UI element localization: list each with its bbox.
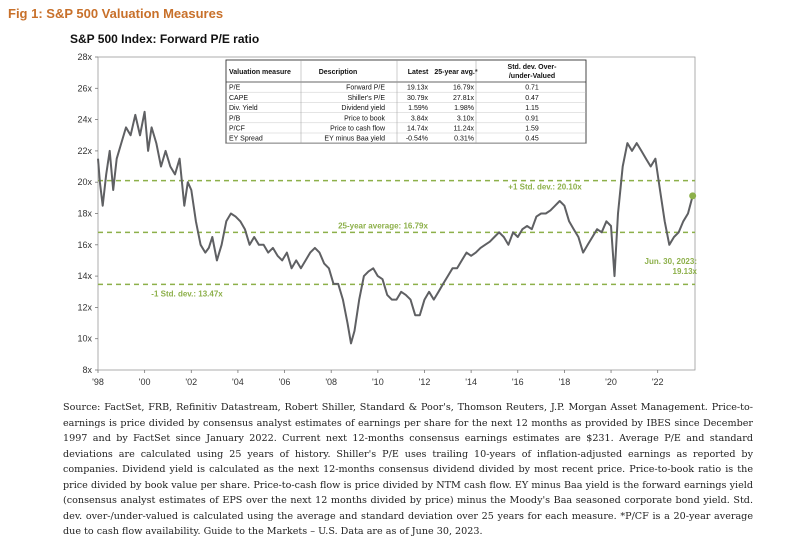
- table-cell: 3.84x: [411, 115, 429, 122]
- table-cell: Price to cash flow: [330, 126, 386, 133]
- x-tick-label: '04: [232, 377, 244, 387]
- table-cell: EY Spread: [229, 136, 263, 143]
- table-cell: Div. Yield: [229, 105, 258, 112]
- table-cell: Dividend yield: [341, 105, 385, 112]
- y-tick-label: 22x: [77, 146, 92, 156]
- table-cell: 14.74x: [407, 126, 429, 133]
- source-footnote: Source: FactSet, FRB, Refinitiv Datastre…: [63, 402, 753, 537]
- x-tick-label: '08: [325, 377, 337, 387]
- x-tick-label: '00: [139, 377, 151, 387]
- table-cell: 27.81x: [453, 95, 475, 102]
- table-cell: P/CF: [229, 126, 245, 133]
- y-tick-label: 18x: [77, 209, 92, 219]
- table-cell: P/E: [229, 85, 241, 92]
- table-cell: Price to book: [344, 115, 385, 122]
- table-cell: CAPE: [229, 95, 248, 102]
- figure-title: Fig 1: S&P 500 Valuation Measures: [8, 6, 224, 21]
- reference-line-label: +1 Std. dev.: 20.10x: [508, 183, 582, 192]
- table-cell: 1.15: [525, 105, 539, 112]
- reference-line-label: 25-year average: 16.79x: [338, 221, 428, 230]
- table-cell: EY minus Baa yield: [324, 136, 385, 143]
- endpoint-marker: [689, 192, 697, 200]
- table-cell: 1.59%: [408, 105, 428, 112]
- table-cell: 0.91: [525, 115, 539, 122]
- x-tick-label: '02: [185, 377, 197, 387]
- table-cell: P/B: [229, 115, 241, 122]
- table-header-cell: Std. dev. Over-: [508, 64, 558, 71]
- y-tick-label: 16x: [77, 240, 92, 250]
- table-cell: 3.10x: [457, 115, 475, 122]
- table-cell: 0.71: [525, 85, 539, 92]
- endpoint-label: Jun. 30, 2023:: [645, 257, 697, 266]
- table-header-cell: 25-year avg.*: [434, 69, 477, 76]
- valuation-table: [225, 59, 587, 144]
- table-cell: 1.98%: [454, 105, 474, 112]
- y-tick-label: 24x: [77, 115, 92, 125]
- table-cell: Shiller's P/E: [347, 95, 385, 102]
- y-tick-label: 26x: [77, 83, 92, 93]
- table-cell: -0.54%: [406, 136, 428, 143]
- x-tick-label: '14: [465, 377, 477, 387]
- table-cell: 19.13x: [407, 85, 429, 92]
- table-cell: 30.79x: [407, 95, 429, 102]
- x-tick-label: '10: [372, 377, 384, 387]
- table-cell: Forward P/E: [346, 85, 385, 92]
- y-tick-label: 10x: [77, 334, 92, 344]
- pe-ratio-chart: 8x 10x 12x 14x 16x 18x 20x 22x 24x 26x 28x '98 '00 '…: [77, 52, 698, 387]
- chart-title: S&P 500 Index: Forward P/E ratio: [70, 32, 260, 46]
- x-tick-label: '16: [512, 377, 524, 387]
- table-header-cell: Valuation measure: [229, 69, 291, 76]
- x-tick-label: '06: [279, 377, 291, 387]
- forward-pe-line: [97, 110, 694, 345]
- table-cell: 11.24x: [454, 126, 475, 133]
- x-tick-label: '18: [559, 377, 571, 387]
- y-tick-label: 20x: [77, 177, 92, 187]
- y-tick-label: 8x: [82, 365, 92, 375]
- endpoint-label: 19.13x: [673, 267, 698, 276]
- table-header-cell: Latest: [408, 69, 429, 76]
- table-header-cell: Description: [319, 69, 358, 76]
- table-header-cell: /under-Valued: [509, 73, 555, 80]
- table-cell: 0.45: [525, 136, 539, 143]
- x-tick-label: '22: [652, 377, 664, 387]
- table-cell: 1.59: [525, 126, 539, 133]
- y-tick-label: 28x: [77, 52, 92, 62]
- x-tick-label: '12: [419, 377, 431, 387]
- reference-line-label: -1 Std. dev.: 13.47x: [151, 289, 223, 298]
- y-tick-label: 12x: [77, 302, 92, 312]
- x-tick-label: '20: [605, 377, 617, 387]
- x-tick-label: '98: [92, 377, 104, 387]
- table-cell: 0.47: [525, 95, 539, 102]
- y-tick-label: 14x: [77, 271, 92, 281]
- table-cell: 16.79x: [453, 85, 475, 92]
- table-cell: 0.31%: [454, 136, 474, 143]
